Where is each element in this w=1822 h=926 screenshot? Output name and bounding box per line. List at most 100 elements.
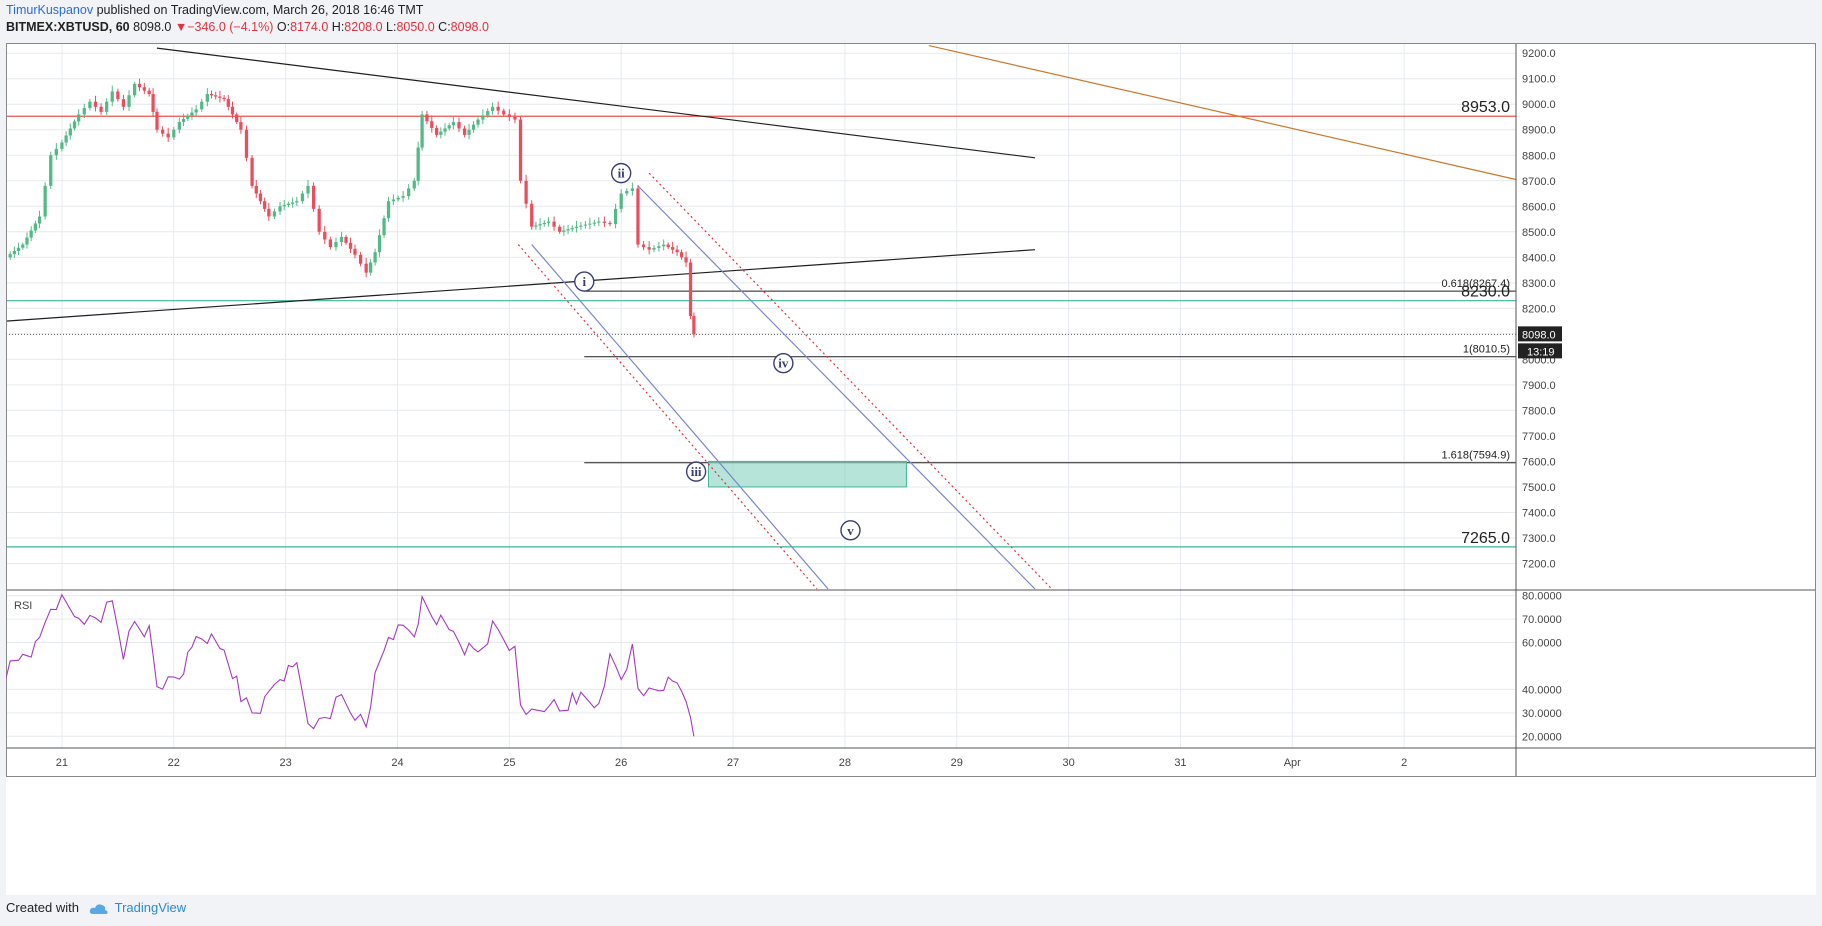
wave-label-ii: ii (610, 162, 632, 184)
candle-body (306, 185, 310, 194)
candle-body (137, 83, 142, 88)
candle-body (166, 133, 170, 138)
price-tick-label: 7300.0 (1522, 533, 1556, 545)
candle-body (99, 106, 103, 112)
price-chart[interactable]: 8953.0 8230.0 7265.0 0.618(8267.4) 1(8010.5)… (6, 43, 1816, 895)
wave-text: i (582, 274, 586, 289)
time-tick-label: 30 (1062, 757, 1074, 769)
candle-body (369, 262, 373, 273)
candle-body (353, 248, 357, 255)
candle-body (300, 193, 305, 202)
author-link[interactable]: TimurKuspanov (6, 3, 94, 17)
fib-level-label: 1.618(7594.9) (1442, 450, 1511, 462)
candle-body (382, 218, 386, 236)
candle-body (636, 188, 640, 245)
candle-body (142, 87, 146, 91)
last-price-tag (1518, 326, 1562, 342)
candle-body (558, 226, 562, 232)
candle-body (226, 99, 230, 107)
candle-body (295, 201, 299, 203)
candle-body (662, 244, 666, 247)
candle-body (608, 222, 612, 225)
candle-body (311, 185, 316, 209)
candle-body (290, 202, 295, 204)
rsi-title: RSI (14, 600, 32, 612)
candle-body (513, 116, 517, 120)
tradingview-brand-link[interactable]: TradingView (114, 900, 187, 915)
price-tick-label: 7500.0 (1522, 482, 1556, 494)
candle-body (471, 124, 476, 130)
time-tick-label: 27 (727, 757, 739, 769)
grid-lines (6, 43, 1516, 748)
time-tick-label: 24 (391, 757, 403, 769)
candle-body (194, 109, 198, 113)
candle-body (476, 119, 480, 125)
candle-body (12, 250, 17, 255)
rsi-tick-label: 70.0000 (1522, 614, 1562, 626)
candle-body (348, 242, 353, 249)
time-tick-label: 2 (1401, 757, 1407, 769)
price-tick-label: 8700.0 (1522, 176, 1556, 188)
price-tick-label: 8400.0 (1522, 252, 1556, 264)
candle-body (181, 118, 186, 123)
candle-body (151, 94, 155, 112)
wave-label-i: i (574, 271, 595, 292)
candle-body (127, 95, 131, 107)
price-tick-label: 7900.0 (1522, 380, 1556, 392)
candle-body (447, 125, 451, 129)
candle-body (425, 114, 429, 122)
candle-body (420, 114, 424, 148)
wave-circle (840, 520, 861, 541)
blue-channel-left (531, 244, 829, 590)
candle-body (88, 101, 92, 109)
candle-body (93, 101, 98, 107)
price-tick-label: 8200.0 (1522, 303, 1556, 315)
lower-triangle-line (6, 249, 1036, 322)
candle-body (412, 180, 416, 189)
candle-body (121, 99, 126, 107)
candle-body (692, 316, 696, 335)
wave-text: iii (691, 464, 702, 479)
candle-body (43, 185, 47, 217)
candle-body (451, 122, 456, 126)
candle-body (486, 111, 490, 116)
candle-body (641, 244, 646, 248)
rsi-tick-label: 20.0000 (1522, 731, 1562, 743)
candle-body (250, 157, 254, 186)
time-tick-label: 26 (615, 757, 627, 769)
wave-text: ii (618, 166, 626, 181)
candle-body (373, 252, 377, 263)
candle-body (230, 106, 235, 115)
candle-body (77, 114, 81, 122)
candle-body (267, 208, 271, 217)
candle-body (364, 263, 368, 273)
candle-body (244, 129, 249, 158)
candle-body (200, 101, 204, 110)
candle-body (666, 244, 670, 248)
fib-level-label: 1(8010.5) (1463, 344, 1510, 356)
candle-body (29, 230, 33, 238)
candle-body (222, 97, 226, 100)
candles (8, 78, 696, 338)
candle-body (25, 237, 29, 245)
candle-body (443, 128, 447, 132)
candle-body (396, 197, 400, 200)
change-value: −346.0 (−4.1%) (187, 20, 274, 34)
candle-body (671, 247, 675, 250)
candle-body (54, 148, 58, 156)
wave-circle (773, 353, 794, 374)
candle-body (286, 203, 291, 206)
red-channel-right (648, 172, 1053, 590)
created-with-text: Created with (6, 900, 79, 915)
candle-body (239, 122, 243, 130)
rsi-tick-label: 60.0000 (1522, 638, 1562, 650)
last-price-value: 8098.0 (133, 20, 172, 34)
candle-body (235, 114, 239, 123)
candle-body (407, 188, 411, 197)
candle-body (339, 236, 344, 243)
price-tick-label: 9100.0 (1522, 74, 1556, 86)
candle-body (566, 229, 570, 231)
candle-body (524, 180, 528, 204)
close-value: 8098.0 (450, 20, 489, 34)
candle-body (254, 185, 258, 194)
